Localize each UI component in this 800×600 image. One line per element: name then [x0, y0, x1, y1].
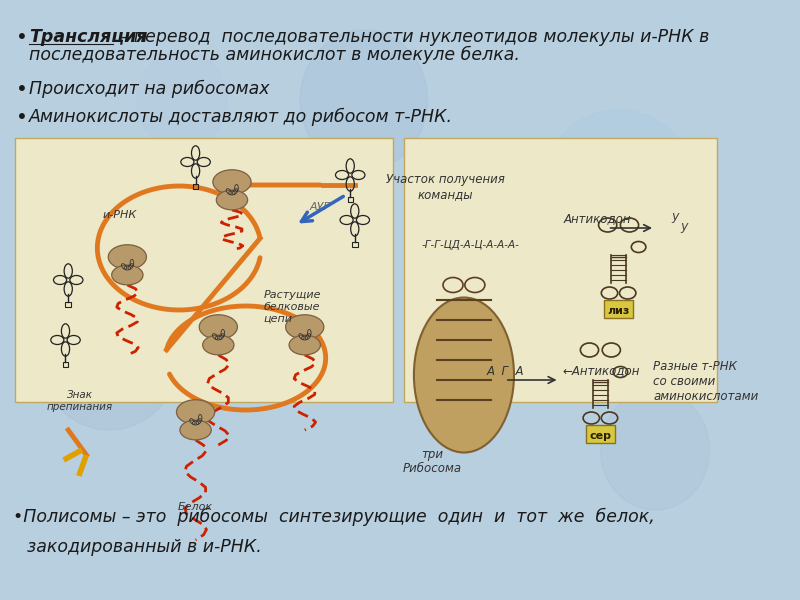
- Ellipse shape: [112, 265, 143, 285]
- Text: у: у: [681, 220, 688, 233]
- Ellipse shape: [202, 335, 234, 355]
- Text: сер: сер: [590, 431, 611, 441]
- FancyBboxPatch shape: [586, 425, 615, 443]
- Text: три: три: [421, 448, 443, 461]
- Circle shape: [36, 270, 182, 430]
- Ellipse shape: [414, 298, 514, 452]
- Text: Происходит на рибосомах: Происходит на рибосомах: [29, 80, 270, 98]
- Ellipse shape: [108, 245, 146, 269]
- Text: Разные т-РНК
со своими
аминокислотами: Разные т-РНК со своими аминокислотами: [653, 360, 758, 403]
- Text: лиз: лиз: [607, 306, 630, 316]
- Ellipse shape: [289, 335, 321, 355]
- Text: АУГ: АУГ: [310, 202, 330, 212]
- Ellipse shape: [177, 400, 214, 424]
- Circle shape: [137, 50, 227, 150]
- Text: у: у: [671, 210, 678, 223]
- Text: Аминокислоты доставляют до рибосом т-РНК.: Аминокислоты доставляют до рибосом т-РНК…: [29, 108, 453, 126]
- Text: Участок получения
команды: Участок получения команды: [386, 173, 505, 201]
- Text: Растущие
белковые
цепи: Растущие белковые цепи: [264, 290, 322, 323]
- FancyBboxPatch shape: [14, 138, 393, 402]
- FancyBboxPatch shape: [404, 138, 717, 402]
- Text: Знак
препинания: Знак препинания: [47, 391, 113, 412]
- Text: Трансляция: Трансляция: [29, 28, 147, 46]
- Text: и-РНК: и-РНК: [102, 210, 137, 220]
- FancyBboxPatch shape: [604, 300, 633, 318]
- Ellipse shape: [199, 315, 238, 339]
- Circle shape: [300, 30, 427, 170]
- Text: •: •: [16, 28, 28, 47]
- Text: Антикодон: Антикодон: [564, 212, 631, 225]
- Circle shape: [600, 390, 710, 510]
- Text: Рибосома: Рибосома: [402, 462, 462, 475]
- Circle shape: [537, 110, 701, 290]
- Text: последовательность аминокислот в молекуле белка.: последовательность аминокислот в молекул…: [29, 46, 520, 64]
- Text: •: •: [16, 108, 28, 127]
- Text: закодированный в и-РНК.: закодированный в и-РНК.: [27, 538, 262, 556]
- Text: -Г-Г-ЦД-А-Ц-А-А-А-: -Г-Г-ЦД-А-Ц-А-А-А-: [421, 240, 519, 250]
- Ellipse shape: [286, 315, 324, 339]
- Text: Белок: Белок: [178, 502, 213, 512]
- Ellipse shape: [216, 190, 248, 210]
- Text: ←Антикодон: ←Антикодон: [562, 364, 639, 377]
- Ellipse shape: [180, 420, 211, 440]
- Text: – перевод  последовательности нуклеотидов молекулы и-РНК в: – перевод последовательности нуклеотидов…: [114, 28, 709, 46]
- Text: •: •: [16, 80, 28, 99]
- Text: А  Г  А: А Г А: [486, 365, 524, 378]
- Ellipse shape: [213, 170, 251, 194]
- Text: •Полисомы – это  рибосомы  синтезирующие  один  и  тот  же  белок,: •Полисомы – это рибосомы синтезирующие о…: [13, 508, 654, 526]
